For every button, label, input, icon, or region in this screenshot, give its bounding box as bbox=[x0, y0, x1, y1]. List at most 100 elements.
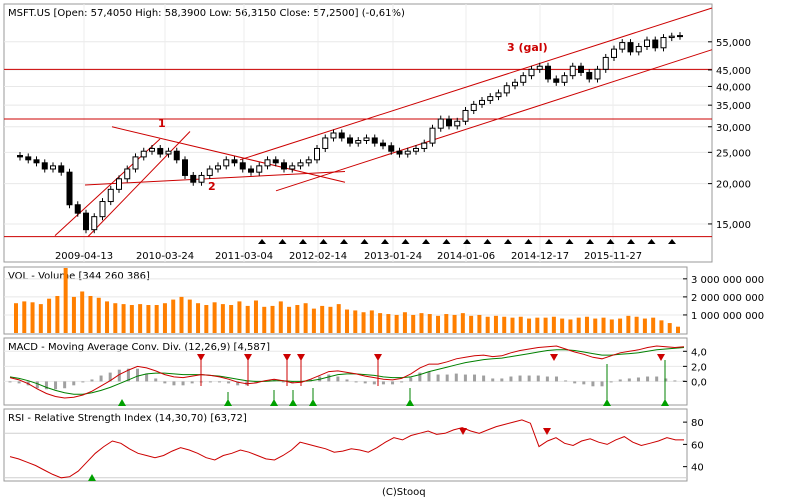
candle-body bbox=[512, 81, 518, 87]
macd-histogram-bar bbox=[491, 378, 495, 382]
rsi-y-tick-label: 60 bbox=[691, 440, 704, 451]
macd-histogram-bar bbox=[163, 381, 167, 384]
macd-signal-line bbox=[9, 347, 685, 395]
candle-body bbox=[363, 137, 370, 142]
signal-triangle bbox=[627, 239, 635, 244]
macd-histogram-bar bbox=[445, 374, 449, 382]
price-x-tick-label: 2014-01-06 bbox=[437, 251, 495, 262]
volume-bar bbox=[626, 315, 631, 333]
macd-lines bbox=[9, 345, 685, 399]
macd-histogram-bar bbox=[90, 379, 94, 382]
price-x-tick-label: 2012-02-14 bbox=[289, 251, 347, 262]
macd-histogram-bar bbox=[627, 378, 631, 382]
volume-bar bbox=[154, 305, 159, 333]
macd-histogram-bar bbox=[345, 379, 349, 382]
candle-body bbox=[479, 99, 485, 105]
volume-bar bbox=[162, 303, 167, 333]
volume-bar bbox=[502, 316, 507, 333]
volume-bars bbox=[14, 268, 680, 333]
candle-body bbox=[627, 42, 634, 53]
candle-body bbox=[396, 150, 403, 155]
volume-bar bbox=[378, 313, 383, 333]
volume-bar bbox=[71, 296, 76, 333]
candle-body bbox=[578, 65, 584, 73]
macd-histogram-bar bbox=[600, 381, 604, 387]
macd-histogram-bar bbox=[217, 381, 221, 383]
candle-body bbox=[586, 71, 593, 80]
macd-histogram-bar bbox=[281, 381, 285, 383]
volume-bar bbox=[30, 302, 35, 333]
macd-histogram-bar bbox=[418, 372, 422, 382]
signal-triangle bbox=[483, 239, 492, 244]
candle-body bbox=[239, 162, 246, 170]
candle-body bbox=[41, 162, 48, 170]
macd-histogram-bar bbox=[81, 381, 85, 383]
candle-body bbox=[50, 165, 56, 170]
volume-bar bbox=[146, 305, 151, 333]
signal-triangle bbox=[647, 239, 656, 244]
macd-histogram-bar bbox=[72, 381, 76, 386]
candle-body bbox=[165, 150, 172, 155]
candle-body bbox=[371, 137, 378, 144]
macd-histogram-bar bbox=[536, 375, 540, 382]
volume-bar bbox=[560, 318, 565, 333]
volume-bar bbox=[593, 318, 598, 333]
candle-body bbox=[611, 48, 617, 58]
volume-bar bbox=[105, 301, 110, 333]
candle-body bbox=[289, 165, 296, 170]
macd-buy-marker bbox=[406, 399, 414, 406]
rsi-y-ticks: 40 60 80 bbox=[683, 418, 704, 474]
volume-bar bbox=[14, 303, 18, 333]
volume-bar bbox=[320, 305, 325, 333]
volume-bar bbox=[411, 314, 416, 333]
volume-bar bbox=[510, 317, 515, 333]
volume-bar bbox=[527, 318, 532, 333]
signal-triangle bbox=[545, 239, 553, 244]
trendline bbox=[239, 7, 713, 161]
volume-bar bbox=[535, 317, 540, 333]
candle-body bbox=[248, 168, 254, 173]
macd-line bbox=[9, 345, 685, 399]
macd-histogram-bar bbox=[336, 376, 340, 382]
candle-body bbox=[157, 147, 164, 155]
macd-histogram-bar bbox=[400, 381, 404, 383]
candle-body bbox=[355, 140, 362, 144]
price-x-tick-label: 2010-03-24 bbox=[136, 251, 194, 262]
candle-body bbox=[272, 159, 279, 164]
macd-histogram-bar bbox=[463, 374, 467, 382]
signal-triangle bbox=[299, 239, 307, 244]
price-x-tick-label: 2014-12-17 bbox=[511, 251, 569, 262]
price-x-tick-label: 2009-04-13 bbox=[55, 251, 113, 262]
macd-histogram-bar bbox=[381, 381, 385, 385]
candle-body bbox=[330, 132, 337, 139]
macd-histogram-bar bbox=[655, 376, 659, 382]
signal-triangle bbox=[381, 239, 389, 244]
signal-triangle bbox=[422, 239, 430, 244]
candle-body bbox=[462, 109, 469, 122]
macd-histogram-bar bbox=[126, 368, 130, 382]
macd-histogram-bar bbox=[545, 376, 549, 382]
signal-triangle bbox=[319, 239, 328, 244]
candle-body bbox=[388, 145, 395, 152]
price-y-tick-label: 55,000 bbox=[716, 38, 751, 49]
macd-histogram-bar bbox=[473, 374, 477, 382]
rsi-line bbox=[9, 419, 684, 479]
macd-buy-marker bbox=[603, 399, 611, 406]
candle-body bbox=[132, 156, 139, 170]
price-y-tick-label: 45,000 bbox=[716, 66, 751, 77]
volume-bar bbox=[485, 316, 490, 333]
candle-body bbox=[503, 85, 510, 94]
candle-body bbox=[264, 159, 271, 167]
volume-bar bbox=[634, 316, 639, 333]
volume-bar bbox=[328, 306, 333, 333]
macd-histogram bbox=[8, 368, 686, 390]
macd-histogram-bar bbox=[618, 379, 622, 382]
volume-bar bbox=[287, 306, 292, 333]
volume-bar bbox=[121, 304, 126, 333]
candle-body bbox=[198, 174, 205, 183]
volume-bar bbox=[493, 315, 498, 333]
candle-body bbox=[107, 188, 114, 203]
macd-histogram-bar bbox=[436, 374, 440, 382]
candle-body bbox=[569, 65, 576, 77]
price-y-tick-label: 25,000 bbox=[716, 148, 751, 159]
